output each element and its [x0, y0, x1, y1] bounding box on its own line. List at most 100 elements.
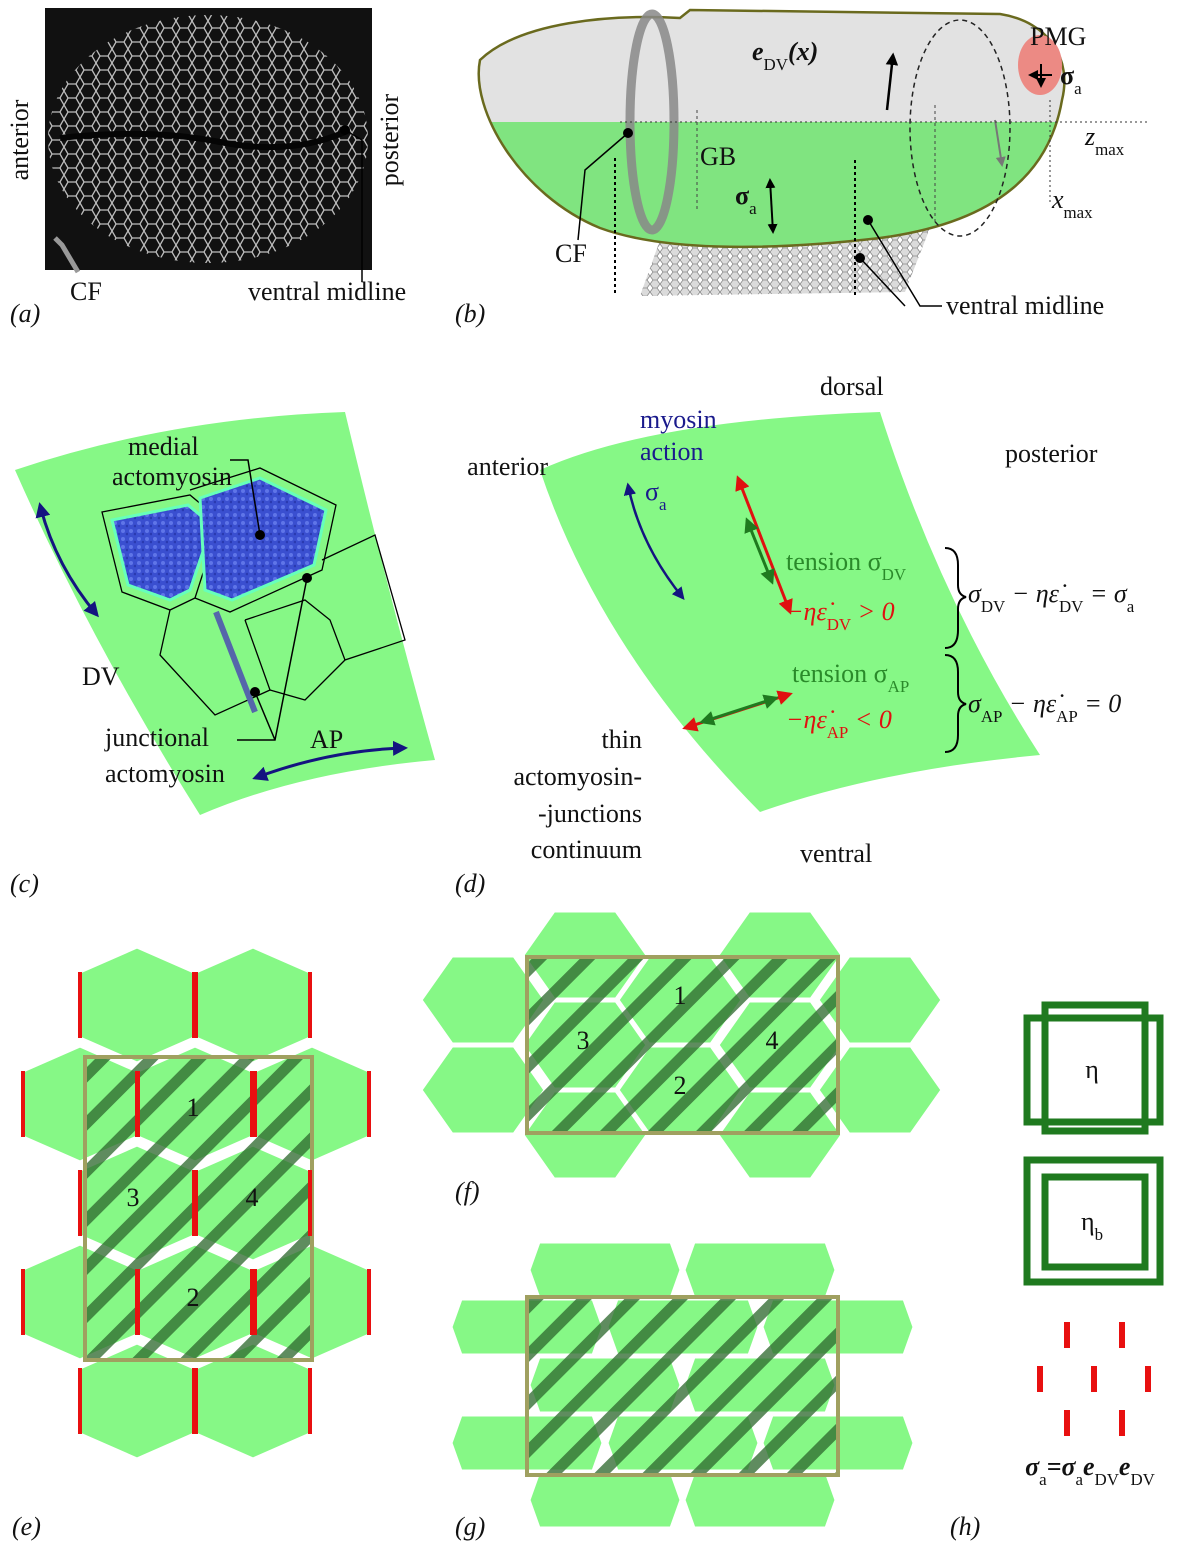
subscript: a	[1074, 79, 1082, 98]
subscript: DV	[1059, 597, 1084, 616]
subscript: a	[659, 495, 667, 514]
hatched-domain	[527, 1297, 838, 1475]
cell-number: 1	[674, 981, 687, 1010]
text-part: e	[752, 37, 764, 66]
text-part: −ηε̇	[786, 705, 835, 734]
cell-number: 3	[127, 1183, 140, 1212]
text-part: < 0	[848, 705, 892, 734]
domain-frame	[525, 1295, 840, 1477]
text-part: = σ	[1083, 579, 1128, 608]
cf-pointer	[577, 132, 629, 241]
cell-number: 4	[246, 1183, 259, 1212]
label-dorsal: dorsal	[820, 372, 884, 401]
text-part: tension σ	[792, 659, 888, 688]
text-part: −ηε̇	[786, 597, 835, 626]
cell	[527, 1470, 683, 1530]
subscript: max	[1064, 203, 1094, 222]
panel-label: (a)	[10, 299, 40, 328]
label-xmax: xmax	[1051, 185, 1093, 222]
label-pmg: PMG	[1030, 22, 1086, 51]
label-posterior: posterior	[375, 93, 404, 186]
text-part: z	[1084, 122, 1095, 151]
ventral-furrow	[59, 129, 347, 151]
equation-dv: σDV − ηε̇DV = σa	[968, 579, 1135, 616]
active-stress-sticks	[1037, 1322, 1151, 1436]
text-part: σ	[645, 477, 659, 506]
subscript: DV	[764, 55, 789, 74]
panel-label: (f)	[455, 1177, 480, 1206]
medial-actomyosin	[110, 503, 214, 602]
label-continuum: continuum	[531, 835, 642, 864]
panel-label: (c)	[10, 869, 39, 898]
sigma-arrow	[623, 482, 685, 600]
hatched-domain	[85, 1057, 312, 1360]
subscript: DV	[882, 565, 907, 584]
text-part: > 0	[851, 597, 895, 626]
tissue	[15, 412, 435, 815]
cell-tilings: 1 3 4 2 (e) 1 3 4 2 (f) (g)	[12, 909, 944, 1541]
panel-label: (d)	[455, 869, 485, 898]
label-active-stress: σa=σaeDVeDV	[1025, 1452, 1156, 1489]
label-posterior: posterior	[1005, 439, 1098, 468]
label-anterior: anterior	[467, 452, 548, 481]
tension-arrow	[699, 694, 779, 726]
edv-arrow	[885, 52, 899, 111]
label-sigma: σa	[645, 477, 667, 514]
label-ventral-midline: ventral midline	[946, 291, 1104, 320]
cell	[78, 945, 196, 1065]
subscript: DV	[981, 597, 1006, 616]
subscript: a	[1127, 597, 1135, 616]
loop-arrow	[994, 119, 1006, 167]
label-zmax: zmax	[1084, 122, 1125, 159]
cell-number: 1	[187, 1093, 200, 1122]
subscript: AP	[888, 677, 910, 696]
cell-number: 2	[187, 1283, 200, 1312]
label-dv: DV	[82, 662, 120, 691]
hatched-domain	[527, 957, 838, 1133]
panel-c: medial actomyosin DV junctional actomyos…	[10, 412, 435, 898]
label-edv: eDV(x)	[752, 37, 818, 74]
text-part: − ηε̇	[1005, 579, 1067, 608]
panel-d: dorsal myosin action anterior posterior …	[455, 372, 1135, 898]
label-tension-dv: tension σDV	[786, 547, 907, 584]
subscript: b	[1095, 1225, 1103, 1244]
label-ventral: ventral	[800, 839, 872, 868]
label-strain-ap: −ηε̇AP < 0	[786, 705, 892, 742]
label-junctional: actomyosin	[105, 759, 225, 788]
panel-label: (e)	[12, 1512, 41, 1541]
panel-label: (g)	[455, 1512, 485, 1541]
text-part: η	[1081, 1207, 1095, 1236]
brace	[944, 654, 967, 753]
panel-h: η ηb σa=σaeDVeDV (h)	[950, 1001, 1164, 1541]
pointers	[230, 459, 308, 741]
text-part: e	[1083, 1452, 1095, 1481]
brace	[944, 547, 967, 649]
embryo-outline	[477, 8, 1066, 249]
panel-a: anterior posterior CF ventral midline (a…	[5, 8, 406, 328]
panel-label: (h)	[950, 1512, 980, 1541]
label-continuum: -junctions	[538, 799, 642, 828]
subscript: AP	[981, 707, 1003, 726]
cell-number: 2	[674, 1071, 687, 1100]
sigma-arrow	[765, 178, 778, 234]
tension-arrow	[744, 517, 775, 585]
midline-pointer	[859, 219, 942, 307]
label-ap: AP	[310, 725, 343, 754]
label-sigma: σa	[735, 181, 757, 218]
label-medial: actomyosin	[112, 462, 232, 491]
pmg-arrows	[1030, 64, 1052, 86]
label-medial: medial	[128, 432, 199, 461]
text-part: tension σ	[786, 547, 882, 576]
panel-b: PMG σa eDV(x) zmax xmax GB σa CF ventral…	[455, 8, 1150, 328]
text-part: σ	[968, 689, 982, 718]
label-continuum: thin	[602, 725, 642, 754]
panel-label: (b)	[455, 299, 485, 328]
label-gb: GB	[700, 142, 736, 171]
label-junctional: junctional	[104, 723, 209, 752]
subscript: DV	[1095, 1470, 1120, 1489]
cell-number: 4	[766, 1026, 779, 1055]
cell-outlines	[101, 467, 406, 716]
